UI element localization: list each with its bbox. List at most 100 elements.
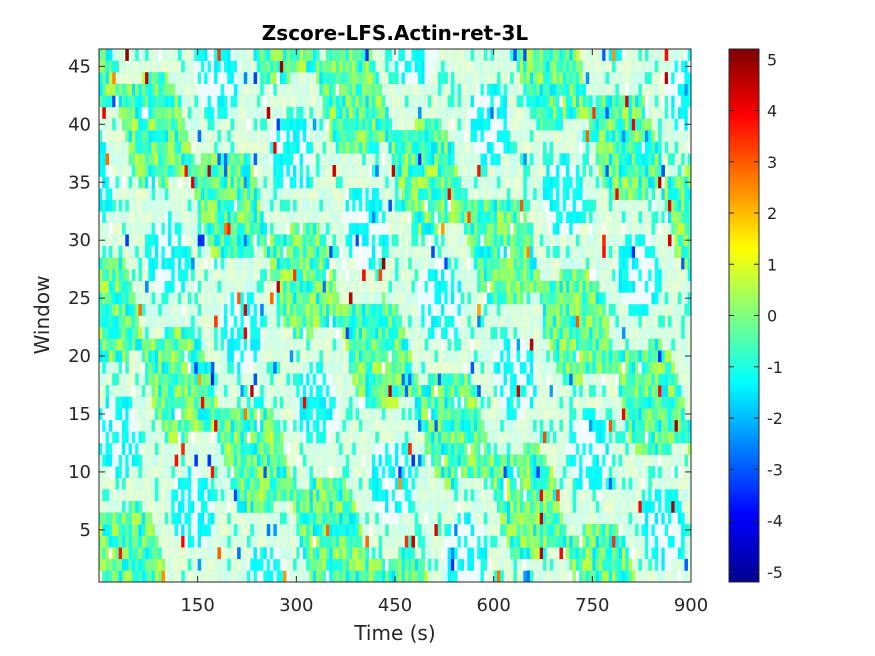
heatmap-cell: [227, 315, 231, 328]
heatmap-cell: [677, 361, 682, 374]
heatmap-cell: [641, 419, 646, 432]
heatmap-cell: [230, 500, 235, 513]
heatmap-cell: [598, 269, 603, 282]
heatmap-cell: [677, 570, 682, 583]
heatmap-cell: [210, 408, 215, 421]
heatmap-cell: [644, 292, 649, 305]
heatmap-cell: [687, 303, 692, 316]
heatmap-cell: [378, 257, 383, 270]
heatmap-cell: [158, 338, 162, 351]
heatmap-cell: [612, 500, 616, 513]
heatmap-cell: [618, 385, 623, 397]
heatmap-cell: [519, 524, 524, 536]
heatmap-cell: [572, 385, 577, 397]
heatmap-cell: [470, 350, 475, 363]
heatmap-cell: [681, 477, 685, 490]
heatmap-cell: [125, 431, 129, 444]
heatmap-cell: [658, 361, 662, 374]
heatmap-cell: [454, 512, 458, 525]
heatmap-cell: [635, 361, 639, 374]
heatmap-cell: [181, 303, 185, 316]
heatmap-cell: [421, 385, 425, 397]
heatmap-cell: [214, 350, 218, 363]
heatmap-cell: [638, 547, 642, 560]
heatmap-cell: [250, 280, 254, 293]
heatmap-cell: [441, 500, 445, 513]
heatmap-cell: [135, 558, 139, 571]
heatmap-cell: [450, 373, 455, 386]
heatmap-cell: [566, 466, 570, 479]
heatmap-cell: [395, 489, 399, 502]
heatmap-cell: [427, 269, 432, 282]
heatmap-cell: [293, 257, 297, 270]
heatmap-cell: [546, 327, 550, 339]
heatmap-cell: [473, 280, 478, 293]
heatmap-cell: [223, 489, 228, 502]
heatmap-cell: [365, 524, 369, 536]
heatmap-cell: [404, 442, 409, 455]
heatmap-cell: [197, 350, 202, 363]
heatmap-cell: [644, 419, 649, 432]
heatmap-cell: [572, 570, 577, 583]
heatmap-cell: [181, 431, 185, 444]
heatmap-cell: [441, 408, 445, 421]
heatmap-cell: [273, 454, 277, 467]
heatmap-cell: [348, 466, 353, 479]
heatmap-cell: [122, 477, 126, 490]
heatmap-cell: [348, 477, 353, 490]
heatmap-cell: [447, 373, 452, 386]
heatmap-cell: [631, 512, 636, 525]
heatmap-cell: [677, 269, 682, 282]
heatmap-cell: [358, 466, 363, 479]
heatmap-cell: [404, 280, 409, 293]
heatmap-cell: [579, 431, 583, 444]
heatmap-cell: [470, 419, 475, 432]
heatmap-cell: [319, 431, 323, 444]
heatmap-cell: [533, 361, 537, 374]
heatmap-cell: [322, 466, 327, 479]
heatmap-cell: [575, 408, 580, 421]
heatmap-cell: [108, 292, 113, 305]
heatmap-cell: [592, 408, 596, 421]
heatmap-cell: [612, 408, 616, 421]
heatmap-cell: [329, 292, 333, 305]
heatmap-cell: [293, 315, 297, 328]
heatmap-cell: [391, 269, 396, 282]
heatmap-cell: [447, 280, 452, 293]
heatmap-cell: [299, 396, 304, 409]
heatmap-cell: [194, 442, 198, 455]
heatmap-cell: [434, 373, 439, 386]
heatmap-cell: [345, 303, 350, 316]
heatmap-cell: [187, 280, 192, 293]
heatmap-cell: [385, 512, 389, 525]
heatmap-cell: [605, 361, 610, 374]
heatmap-cell: [460, 361, 465, 374]
heatmap-cell: [579, 269, 583, 282]
heatmap-cell: [223, 558, 228, 571]
heatmap-cell: [427, 535, 432, 548]
heatmap-cell: [483, 338, 488, 351]
heatmap-cell: [154, 385, 159, 397]
heatmap-cell: [592, 477, 596, 490]
heatmap-cell: [306, 303, 310, 316]
heatmap-cell: [237, 442, 241, 455]
heatmap-cell: [283, 385, 287, 397]
heatmap-cell: [388, 257, 393, 270]
heatmap-cell: [118, 477, 123, 490]
heatmap-cell: [431, 489, 435, 502]
heatmap-cell: [312, 269, 317, 282]
heatmap-cell: [378, 280, 383, 293]
heatmap-cell: [648, 512, 652, 525]
heatmap-cell: [431, 327, 435, 339]
heatmap-cell: [128, 269, 133, 282]
heatmap-cell: [539, 477, 544, 490]
heatmap-cell: [398, 269, 402, 282]
heatmap-cell: [556, 419, 560, 432]
heatmap-cell: [510, 535, 514, 548]
heatmap-cell: [309, 419, 314, 432]
heatmap-cell: [105, 558, 110, 571]
heatmap-cell: [237, 303, 241, 316]
heatmap-cell: [424, 408, 429, 421]
heatmap-cell: [112, 535, 116, 548]
heatmap-cell: [322, 419, 327, 432]
